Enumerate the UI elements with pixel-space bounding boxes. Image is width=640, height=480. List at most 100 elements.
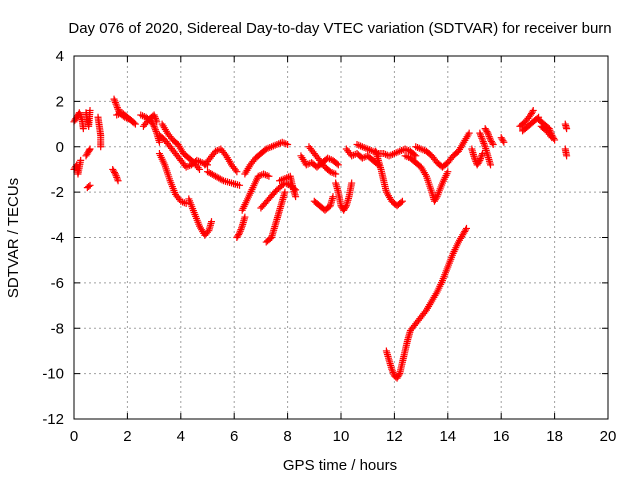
data-point-fill xyxy=(397,198,405,206)
data-point xyxy=(388,365,396,373)
series-trace-14 xyxy=(155,150,190,207)
data-point-fill xyxy=(85,182,93,190)
data-point xyxy=(233,168,241,176)
data-point xyxy=(484,129,492,137)
data-point-fill xyxy=(483,128,491,136)
grid-layer xyxy=(74,56,608,419)
y-tick-label: 0 xyxy=(56,139,64,156)
x-tick-label: 18 xyxy=(546,428,563,445)
data-point xyxy=(529,106,537,114)
data-point-fill xyxy=(113,104,121,112)
series-trace-30 xyxy=(372,147,406,210)
data-point-fill xyxy=(388,367,396,375)
data-point-fill xyxy=(485,131,493,139)
x-axis-label: GPS time / hours xyxy=(283,457,397,474)
series-trace-11 xyxy=(139,111,161,130)
data-point xyxy=(292,193,300,201)
data-point-fill xyxy=(151,113,159,121)
data-point xyxy=(563,125,571,133)
data-point-fill xyxy=(410,151,418,159)
data-point xyxy=(329,193,337,201)
series-trace-20 xyxy=(241,138,292,178)
data-point xyxy=(489,140,497,148)
data-point-fill xyxy=(477,153,485,161)
data-point xyxy=(479,136,487,144)
x-tick-label: 6 xyxy=(230,428,238,445)
data-point-fill xyxy=(111,99,119,107)
data-point-fill xyxy=(499,137,507,145)
data-point xyxy=(77,156,85,164)
data-point xyxy=(476,129,484,137)
data-point xyxy=(500,138,508,146)
series-trace-42 xyxy=(561,120,571,133)
data-point-fill xyxy=(421,308,429,316)
data-point xyxy=(111,170,119,178)
data-point-fill xyxy=(485,133,493,141)
data-point-fill xyxy=(112,172,120,180)
chart-title: Day 076 of 2020, Sidereal Day-to-day VTE… xyxy=(68,20,611,37)
series-trace-09 xyxy=(113,109,137,126)
series-trace-04 xyxy=(82,145,94,160)
series-trace-32 xyxy=(401,152,452,205)
data-point-fill xyxy=(480,139,488,147)
data-point xyxy=(150,111,158,119)
data-point-fill xyxy=(151,124,159,132)
data-point-fill xyxy=(462,226,470,234)
series-trace-12 xyxy=(155,131,211,171)
series-trace-34 xyxy=(468,145,487,169)
y-tick-label: 4 xyxy=(56,48,64,65)
data-point-fill xyxy=(236,227,244,235)
series-trace-25 xyxy=(305,143,340,178)
data-point-fill xyxy=(76,110,84,118)
x-tick-label: 4 xyxy=(177,428,185,445)
data-point-fill xyxy=(341,203,349,211)
data-point xyxy=(332,170,340,178)
series-trace-18 xyxy=(233,213,249,241)
data-point-fill xyxy=(475,158,483,166)
x-tick-label: 10 xyxy=(333,428,350,445)
data-point xyxy=(114,177,122,185)
series-trace-38 xyxy=(516,106,537,130)
data-point-fill xyxy=(432,194,440,202)
y-tick-label: 2 xyxy=(56,93,64,110)
data-point-fill xyxy=(235,230,243,238)
data-point-fill xyxy=(151,126,159,134)
data-point-fill xyxy=(111,97,119,105)
data-point-fill xyxy=(547,132,555,140)
data-point-fill xyxy=(152,127,160,135)
y-tick-label: -8 xyxy=(51,320,64,337)
data-point-fill xyxy=(232,166,240,174)
data-point xyxy=(129,118,137,126)
series-trace-07 xyxy=(109,165,122,185)
data-point-fill xyxy=(77,112,85,120)
series-trace-23 xyxy=(276,172,300,201)
data-point xyxy=(236,181,244,189)
x-tick-label: 14 xyxy=(439,428,456,445)
data-point-fill xyxy=(395,371,403,379)
data-point xyxy=(208,218,216,226)
data-point xyxy=(471,154,478,162)
data-point-fill xyxy=(528,108,536,116)
x-tick-label: 12 xyxy=(386,428,403,445)
series-trace-36 xyxy=(481,125,497,148)
data-point xyxy=(236,229,244,237)
data-point-fill xyxy=(477,133,485,141)
data-point xyxy=(284,140,292,148)
data-point-fill xyxy=(479,138,487,146)
data-point-fill xyxy=(478,134,486,142)
data-point xyxy=(195,165,203,173)
data-point-fill xyxy=(152,116,160,124)
data-layer xyxy=(70,95,571,382)
data-point xyxy=(465,129,473,137)
series-trace-43 xyxy=(561,145,571,160)
data-point-fill xyxy=(218,176,226,184)
series-trace-31 xyxy=(382,224,470,382)
data-point xyxy=(334,161,342,169)
data-point-fill xyxy=(481,141,489,149)
data-point-fill xyxy=(151,114,159,122)
series-trace-02 xyxy=(70,156,85,178)
data-point xyxy=(265,172,273,180)
